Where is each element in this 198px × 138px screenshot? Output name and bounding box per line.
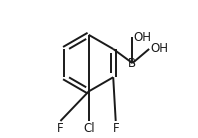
Text: OH: OH (134, 31, 152, 44)
Text: F: F (57, 122, 64, 135)
Text: OH: OH (150, 43, 168, 55)
Text: Cl: Cl (83, 122, 94, 135)
Text: B: B (128, 57, 136, 70)
Text: F: F (112, 122, 119, 135)
